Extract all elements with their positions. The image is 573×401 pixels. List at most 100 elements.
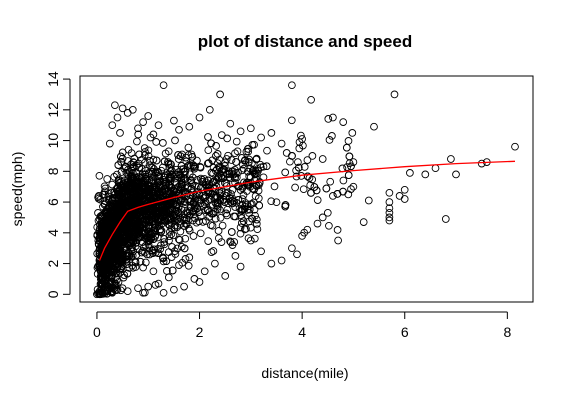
data-point: [204, 159, 213, 167]
data-point: [123, 287, 132, 296]
data-point: [180, 222, 188, 230]
data-point: [97, 212, 106, 221]
y-tick-label: 0: [45, 290, 61, 298]
data-point: [94, 192, 103, 200]
data-point: [182, 192, 191, 201]
data-point: [233, 147, 242, 156]
data-point: [144, 182, 153, 190]
data-point: [128, 194, 136, 203]
data-point: [125, 264, 134, 272]
data-point: [153, 168, 162, 177]
data-point: [163, 201, 172, 209]
data-point: [200, 267, 209, 276]
data-point: [146, 231, 155, 239]
data-point: [232, 137, 241, 146]
data-point: [257, 247, 265, 256]
data-point: [149, 167, 157, 176]
data-point: [186, 197, 194, 206]
data-point: [298, 232, 306, 240]
data-point: [172, 165, 181, 174]
data-point: [173, 244, 182, 253]
data-point: [188, 153, 197, 161]
data-point: [174, 151, 182, 159]
data-point: [129, 232, 138, 241]
data-point: [160, 157, 169, 166]
data-point: [263, 146, 271, 155]
data-point: [97, 243, 105, 252]
data-point: [116, 208, 125, 217]
data-point: [257, 133, 265, 142]
data-point: [288, 244, 296, 253]
data-point: [123, 109, 132, 117]
data-point: [395, 192, 404, 200]
data-point: [238, 195, 247, 203]
data-point: [181, 234, 190, 243]
data-point: [348, 129, 357, 137]
data-point: [159, 254, 167, 263]
data-point: [140, 204, 149, 212]
data-point: [232, 158, 240, 166]
data-point: [294, 158, 302, 166]
data-point: [108, 121, 117, 130]
data-point: [281, 168, 290, 177]
data-point: [344, 190, 353, 199]
data-point: [220, 162, 229, 170]
data-point: [117, 198, 125, 206]
data-point: [190, 275, 199, 283]
data-point: [139, 118, 147, 126]
data-point: [307, 189, 315, 197]
data-point: [144, 112, 153, 120]
data-point: [129, 191, 138, 199]
data-point: [105, 139, 114, 148]
data-point: [170, 116, 178, 125]
data-point: [175, 236, 184, 244]
data-point: [121, 219, 130, 228]
data-point: [230, 212, 238, 221]
data-point: [204, 187, 213, 196]
data-point: [325, 136, 334, 144]
data-point: [236, 223, 245, 232]
data-point: [322, 184, 331, 193]
data-point: [385, 213, 394, 222]
data-point: [170, 285, 178, 294]
data-point: [240, 156, 249, 165]
data-point: [185, 122, 194, 131]
data-point: [113, 243, 122, 252]
x-tick-label: 2: [196, 324, 204, 340]
data-point: [209, 247, 218, 255]
data-point: [170, 247, 179, 256]
data-point: [238, 205, 246, 214]
data-point: [100, 190, 109, 199]
data-point: [99, 265, 108, 273]
data-point: [205, 105, 214, 114]
data-point: [126, 221, 134, 230]
data-point: [95, 171, 104, 180]
data-point: [343, 163, 351, 171]
data-point: [242, 224, 250, 233]
data-point: [177, 176, 186, 185]
data-point: [244, 167, 252, 176]
data-point: [390, 90, 399, 99]
data-point: [231, 252, 240, 260]
data-point: [211, 259, 219, 268]
data-point: [185, 253, 194, 262]
data-point: [134, 284, 142, 293]
data-point: [113, 263, 122, 272]
data-point: [204, 183, 213, 192]
data-point: [159, 210, 168, 219]
data-point: [136, 205, 144, 214]
plot-frame: [79, 75, 534, 303]
data-point: [154, 168, 162, 176]
data-point: [149, 155, 158, 164]
data-point: [183, 162, 192, 171]
data-point: [120, 164, 129, 173]
data-point: [173, 215, 182, 224]
y-axis: 0 2 4 6 8 10 12 14: [45, 71, 71, 298]
data-point: [252, 155, 261, 164]
data-point: [222, 155, 231, 163]
data-point: [234, 182, 242, 190]
data-point: [251, 192, 260, 201]
data-point: [103, 221, 112, 230]
data-point: [212, 142, 220, 150]
